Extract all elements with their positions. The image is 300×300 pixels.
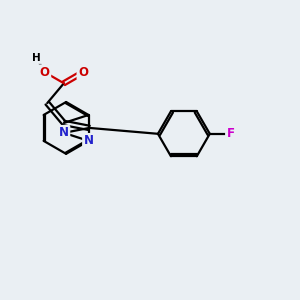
Text: H: H	[32, 53, 41, 63]
Text: F: F	[226, 127, 235, 140]
Text: N: N	[59, 126, 69, 140]
Text: O: O	[78, 66, 88, 79]
Text: O: O	[40, 66, 50, 79]
Text: N: N	[83, 134, 94, 147]
